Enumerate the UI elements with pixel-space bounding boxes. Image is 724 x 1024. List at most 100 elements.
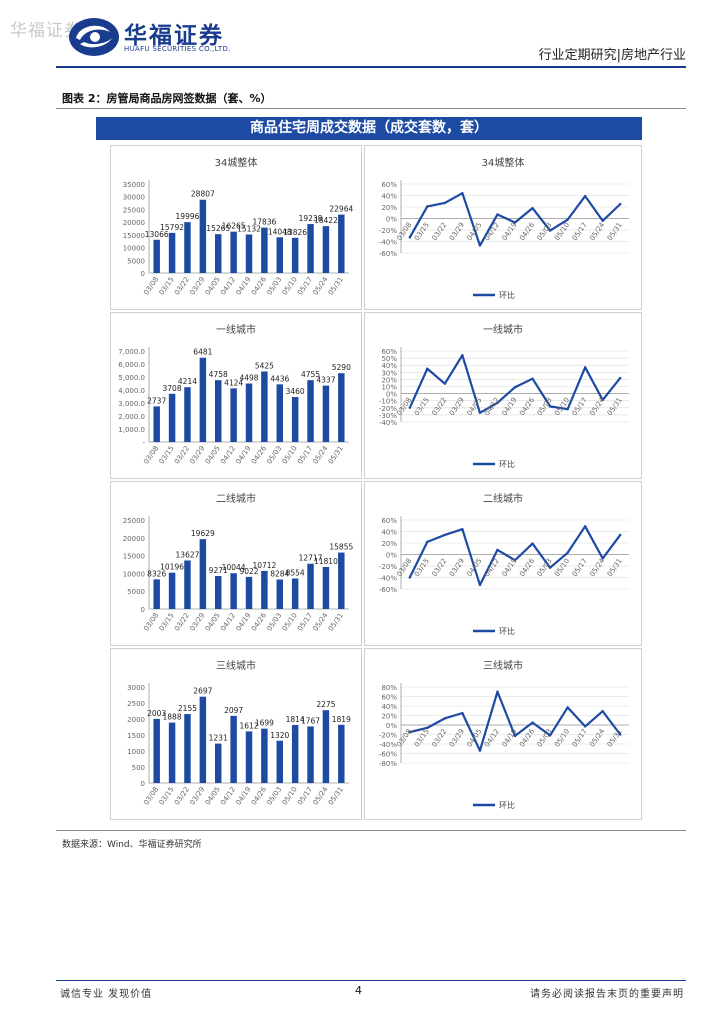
x-tick-label: 05/10 (553, 728, 571, 749)
y-tick-label: 20% (381, 376, 397, 384)
x-tick-label: 04/05 (465, 396, 483, 417)
y-tick-label: 10% (381, 384, 397, 392)
data-point (443, 533, 447, 537)
bar (153, 239, 160, 273)
data-point (601, 557, 604, 560)
data-label: 16265 (222, 222, 246, 231)
x-tick-label: 05/03 (265, 786, 283, 807)
chart-title: 一线城市 (483, 323, 523, 336)
y-tick-label: 5,000.0 (118, 374, 145, 382)
y-tick-label: 0% (386, 216, 397, 224)
bar (276, 740, 283, 783)
data-point (531, 377, 534, 380)
y-tick-label: -60% (379, 751, 397, 759)
y-tick-label: 25000 (123, 206, 145, 214)
chart-panel-34-bar: 34城整体 0 5000 10000 15000 20000 25000 30000 35000… (110, 145, 362, 310)
y-tick-label: 80% (381, 684, 397, 692)
x-tick-label: 03/15 (158, 276, 176, 297)
data-point (513, 559, 517, 562)
y-tick-label: 60% (381, 517, 397, 525)
x-tick-label: 04/19 (235, 445, 253, 466)
data-label: 8554 (286, 569, 305, 578)
y-tick-label: -20% (379, 563, 397, 571)
x-tick-label: 04/12 (483, 221, 501, 242)
bar (153, 579, 160, 609)
data-label: 1819 (332, 715, 351, 724)
x-tick-label: 05/17 (296, 276, 314, 297)
legend-label: 环比 (499, 290, 515, 300)
x-tick-label: 03/29 (448, 557, 466, 578)
x-tick-label: 05/17 (296, 445, 314, 466)
data-point (566, 218, 569, 221)
data-label: 2737 (147, 396, 166, 405)
x-tick-label: 04/19 (235, 786, 253, 807)
data-point (496, 548, 499, 552)
data-point (426, 540, 429, 544)
y-tick-label: 25000 (123, 517, 145, 525)
y-tick-label: 7,000.0 (118, 348, 145, 356)
data-label: 10712 (252, 561, 276, 570)
data-label: 18422 (314, 216, 338, 225)
x-tick-label: 03/29 (448, 396, 466, 417)
chart-title: 三线城市 (483, 659, 523, 672)
data-label: 1814 (286, 715, 305, 724)
x-tick-label: 04/12 (219, 612, 237, 633)
bar (338, 214, 345, 273)
y-tick-label: -10% (379, 398, 397, 406)
x-tick-label: 05/10 (281, 445, 299, 466)
figure-top-rule (56, 108, 686, 109)
x-tick-label: 03/15 (158, 445, 176, 466)
chart-svg: 一线城市 -40%-30%-20%-10%0%10%20%30%40%50%60%… (379, 323, 629, 469)
data-source: 数据来源：Wind、华福证券研究所 (62, 840, 202, 850)
data-point (443, 382, 447, 385)
bar (261, 570, 268, 609)
bar (230, 231, 237, 273)
x-tick-label: 05/31 (606, 728, 624, 749)
data-point (548, 405, 552, 408)
x-tick-label: 03/22 (173, 786, 191, 807)
x-tick-label: 05/10 (553, 557, 571, 578)
y-tick-label: -40% (379, 239, 397, 247)
bar (322, 385, 330, 442)
y-tick-label: 20% (381, 713, 397, 721)
x-tick-label: 03/15 (413, 221, 431, 242)
x-tick-label: 05/31 (327, 276, 345, 297)
y-tick-label: 5000 (127, 257, 145, 265)
y-tick-label: -20% (379, 227, 397, 235)
x-tick-label: 03/22 (173, 276, 191, 297)
x-tick-label: 05/03 (265, 445, 283, 466)
data-point (513, 386, 517, 389)
data-label: 1767 (301, 716, 320, 725)
data-label: 4124 (224, 378, 243, 387)
y-tick-label: -20% (379, 405, 397, 413)
bar (291, 578, 299, 609)
y-tick-label: 10000 (123, 570, 145, 578)
footer-disclaimer: 请务必阅读报告末页的重要声明 (530, 989, 684, 1000)
bar (261, 371, 268, 442)
data-point (513, 221, 517, 224)
data-label: 1612 (239, 721, 258, 730)
bar (230, 388, 237, 442)
y-tick-label: 40% (381, 193, 397, 201)
data-point (496, 690, 499, 693)
bar (276, 237, 283, 273)
watermark-text: 华福证券 (10, 21, 82, 41)
x-tick-label: 03/08 (142, 612, 160, 633)
y-tick-label: 60% (381, 348, 397, 356)
data-point (443, 201, 447, 205)
data-point (566, 551, 569, 554)
y-tick-label: 30% (381, 369, 397, 377)
bar (168, 572, 176, 609)
x-tick-label: 04/12 (483, 396, 501, 417)
x-tick-label: 03/22 (173, 445, 191, 466)
data-point (619, 202, 622, 206)
x-tick-label: 03/08 (142, 445, 160, 466)
chart-panel-tier3-bar: 三线城市 0 500 1000 1500 2000 2500 3000 2003 1888 2155… (110, 648, 362, 820)
data-label: 8284 (270, 570, 289, 579)
y-tick-label: 2,000.0 (118, 413, 145, 421)
y-tick-label: -20% (379, 732, 397, 740)
x-tick-label: 05/10 (281, 612, 299, 633)
data-point (408, 730, 411, 734)
y-tick-label: 500 (132, 764, 145, 772)
x-tick-label: 04/26 (518, 396, 536, 418)
